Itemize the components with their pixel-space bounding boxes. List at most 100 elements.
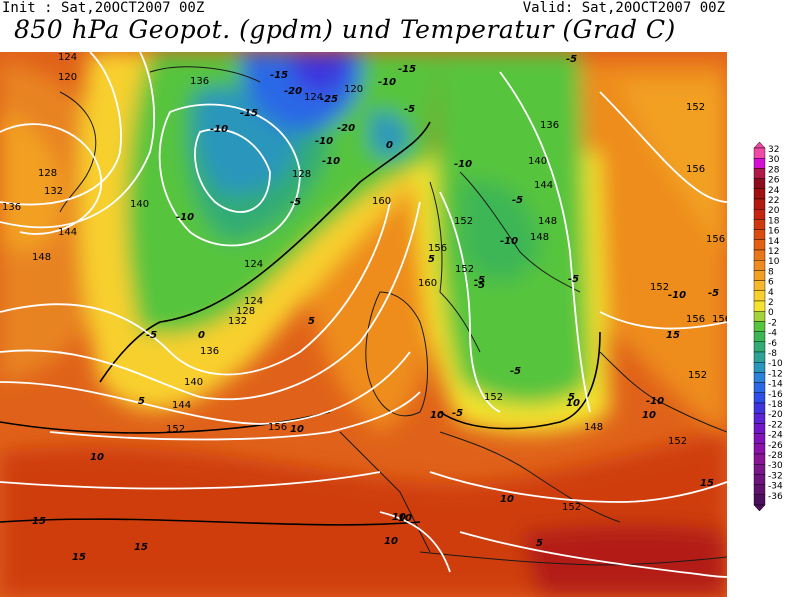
legend-label: 28 [768,165,780,175]
legend-swatch [753,188,766,200]
weather-map: 124 120 128 132 136 140 144 148 152 156 … [0,52,727,597]
legend-swatch [753,331,766,343]
gph-label: 156 [268,422,287,433]
geopotential-contours [0,52,727,578]
legend-swatch [753,147,766,159]
legend-label: 10 [768,257,780,267]
temp-label: 15 [700,478,714,489]
legend-swatch [753,433,766,445]
temp-label: -5 [708,288,719,299]
gph-label: 124 [244,296,263,307]
temp-label: 15 [72,552,86,563]
temp-label: -20 [284,86,302,97]
gph-label: 152 [688,370,707,381]
legend-label: 26 [768,176,780,186]
color-legend: 32302826242220181614121086420-2-4-6-8-10… [753,142,783,512]
legend-swatch [753,321,766,332]
legend-swatch [753,361,766,373]
legend-swatch [753,382,766,394]
temp-label: -10 [500,236,518,247]
temp-label: -5 [566,54,577,65]
legend-swatch [753,372,766,383]
temp-label: -5 [568,274,579,285]
temp-label: 10 [290,424,304,435]
gph-label: 136 [190,76,209,87]
iceland-coast [149,66,261,83]
gph-label: 148 [584,422,603,433]
legend-swatch [753,229,766,240]
mediterranean-north [439,431,621,523]
legend-swatch [753,300,766,312]
gph-label: 148 [530,232,549,243]
gph-label: 156 [686,314,705,325]
temp-label: 0 [386,140,393,151]
legend-label: -10 [768,359,783,369]
legend-label: -6 [768,339,777,349]
legend-swatch [753,219,766,230]
legend-label: 24 [768,186,780,196]
map-title: 850 hPa Geopot. (gpdm) und Temperatur (G… [14,15,676,44]
legend-label: -30 [768,461,783,471]
gph-label: 152 [484,392,503,403]
temp-label: -10 [378,77,396,88]
temp-label: 10 [566,398,580,409]
legend-label: 14 [768,237,780,247]
gph-label: 136 [540,120,559,131]
legend-swatch [753,280,766,292]
legend-swatch [753,453,766,465]
legend-swatch [753,239,766,251]
gph-label: 124 [304,92,323,103]
gph-label: 152 [668,436,687,447]
temp-label: -5 [474,275,485,286]
header-bar: Init : Sat,20OCT2007 00Z Valid: Sat,20OC… [0,0,789,18]
legend-swatch [753,198,766,210]
legend-swatch [753,402,766,414]
legend-swatch [753,484,766,496]
legend-swatch [753,310,766,322]
gph-label: 140 [130,199,149,210]
legend-swatch [753,443,766,455]
temp-label: -5 [474,280,485,291]
init-time: Init : Sat,20OCT2007 00Z [2,0,205,16]
gph-label: 152 [455,264,474,275]
legend-label: 12 [768,247,779,257]
temp-label: 15 [666,330,680,341]
legend-swatch [753,423,766,434]
gph-label: 144 [534,180,553,191]
legend-label: 30 [768,155,780,165]
africa-north [419,551,727,566]
temp-label: -20 [337,123,355,134]
temp-label: 10 [500,494,514,505]
temperature-field [0,52,727,597]
temp-label: 10 [384,536,398,547]
temp-label: 15 [134,542,148,553]
temp-label: 10 [90,452,104,463]
legend-label: 8 [768,267,774,277]
temp-label: 10 [642,410,656,421]
legend-label: -14 [768,380,783,390]
gph-label: 144 [58,227,77,238]
legend-label: -22 [768,420,783,430]
gph-label: 140 [184,377,203,388]
temp-label: 5 [138,396,145,407]
legend-swatch [753,270,766,281]
gph-label: 160 [372,196,391,207]
gph-label: 136 [200,346,219,357]
temp-label: -10 [176,212,194,223]
temp-label: 10 [398,513,412,524]
scandinavia-east [459,171,581,293]
temp-label: -5 [290,197,301,208]
temp-label: 15 [32,516,46,527]
legend-label: -36 [768,492,783,502]
gph-label: 152 [686,102,705,113]
temp-label: -5 [404,104,415,115]
british-isles [365,291,428,417]
legend-top-arrow [753,142,766,149]
gph-label: 156 [706,234,725,245]
temp-label: 5 [308,316,315,327]
gph-label: 152 [454,216,473,227]
legend-swatch [753,259,766,271]
temp-label: -10 [315,136,333,147]
gph-label: 128 [38,168,57,179]
legend-swatch [753,474,766,485]
